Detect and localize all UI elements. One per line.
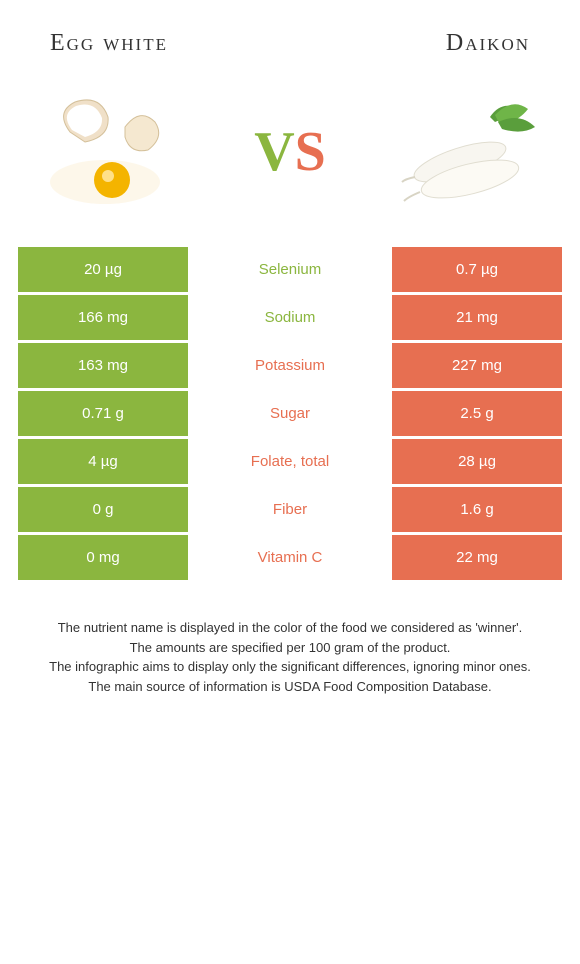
nutrient-label: Fiber <box>188 487 392 532</box>
left-value: 0 g <box>18 487 188 532</box>
left-food-title: Egg white <box>50 30 168 57</box>
table-row: 4 µg Folate, total 28 µg <box>18 439 562 484</box>
vs-v-letter: V <box>254 121 294 183</box>
footer-line: The amounts are specified per 100 gram o… <box>20 638 560 658</box>
table-row: 20 µg Selenium 0.7 µg <box>18 247 562 292</box>
footer-line: The nutrient name is displayed in the co… <box>20 618 560 638</box>
right-value: 28 µg <box>392 439 562 484</box>
vs-label: VS <box>254 120 326 184</box>
footer-notes: The nutrient name is displayed in the co… <box>0 583 580 716</box>
nutrient-label: Selenium <box>188 247 392 292</box>
left-value: 166 mg <box>18 295 188 340</box>
nutrient-label: Vitamin C <box>188 535 392 580</box>
table-row: 0 mg Vitamin C 22 mg <box>18 535 562 580</box>
table-row: 166 mg Sodium 21 mg <box>18 295 562 340</box>
right-food-title: Daikon <box>446 30 530 57</box>
footer-line: The infographic aims to display only the… <box>20 657 560 677</box>
right-value: 22 mg <box>392 535 562 580</box>
comparison-table: 20 µg Selenium 0.7 µg 166 mg Sodium 21 m… <box>0 247 580 580</box>
table-row: 163 mg Potassium 227 mg <box>18 343 562 388</box>
left-value: 0.71 g <box>18 391 188 436</box>
right-value: 1.6 g <box>392 487 562 532</box>
left-value: 4 µg <box>18 439 188 484</box>
vs-s-letter: S <box>295 121 326 183</box>
nutrient-label: Sodium <box>188 295 392 340</box>
left-value: 20 µg <box>18 247 188 292</box>
right-value: 227 mg <box>392 343 562 388</box>
nutrient-label: Potassium <box>188 343 392 388</box>
header: Egg white Daikon <box>0 0 580 67</box>
table-row: 0.71 g Sugar 2.5 g <box>18 391 562 436</box>
right-value: 0.7 µg <box>392 247 562 292</box>
left-value: 0 mg <box>18 535 188 580</box>
right-value: 21 mg <box>392 295 562 340</box>
footer-line: The main source of information is USDA F… <box>20 677 560 697</box>
nutrient-label: Sugar <box>188 391 392 436</box>
left-value: 163 mg <box>18 343 188 388</box>
right-value: 2.5 g <box>392 391 562 436</box>
table-row: 0 g Fiber 1.6 g <box>18 487 562 532</box>
egg-white-image <box>30 82 190 222</box>
images-row: VS <box>0 67 580 247</box>
daikon-image <box>390 82 550 222</box>
nutrient-label: Folate, total <box>188 439 392 484</box>
